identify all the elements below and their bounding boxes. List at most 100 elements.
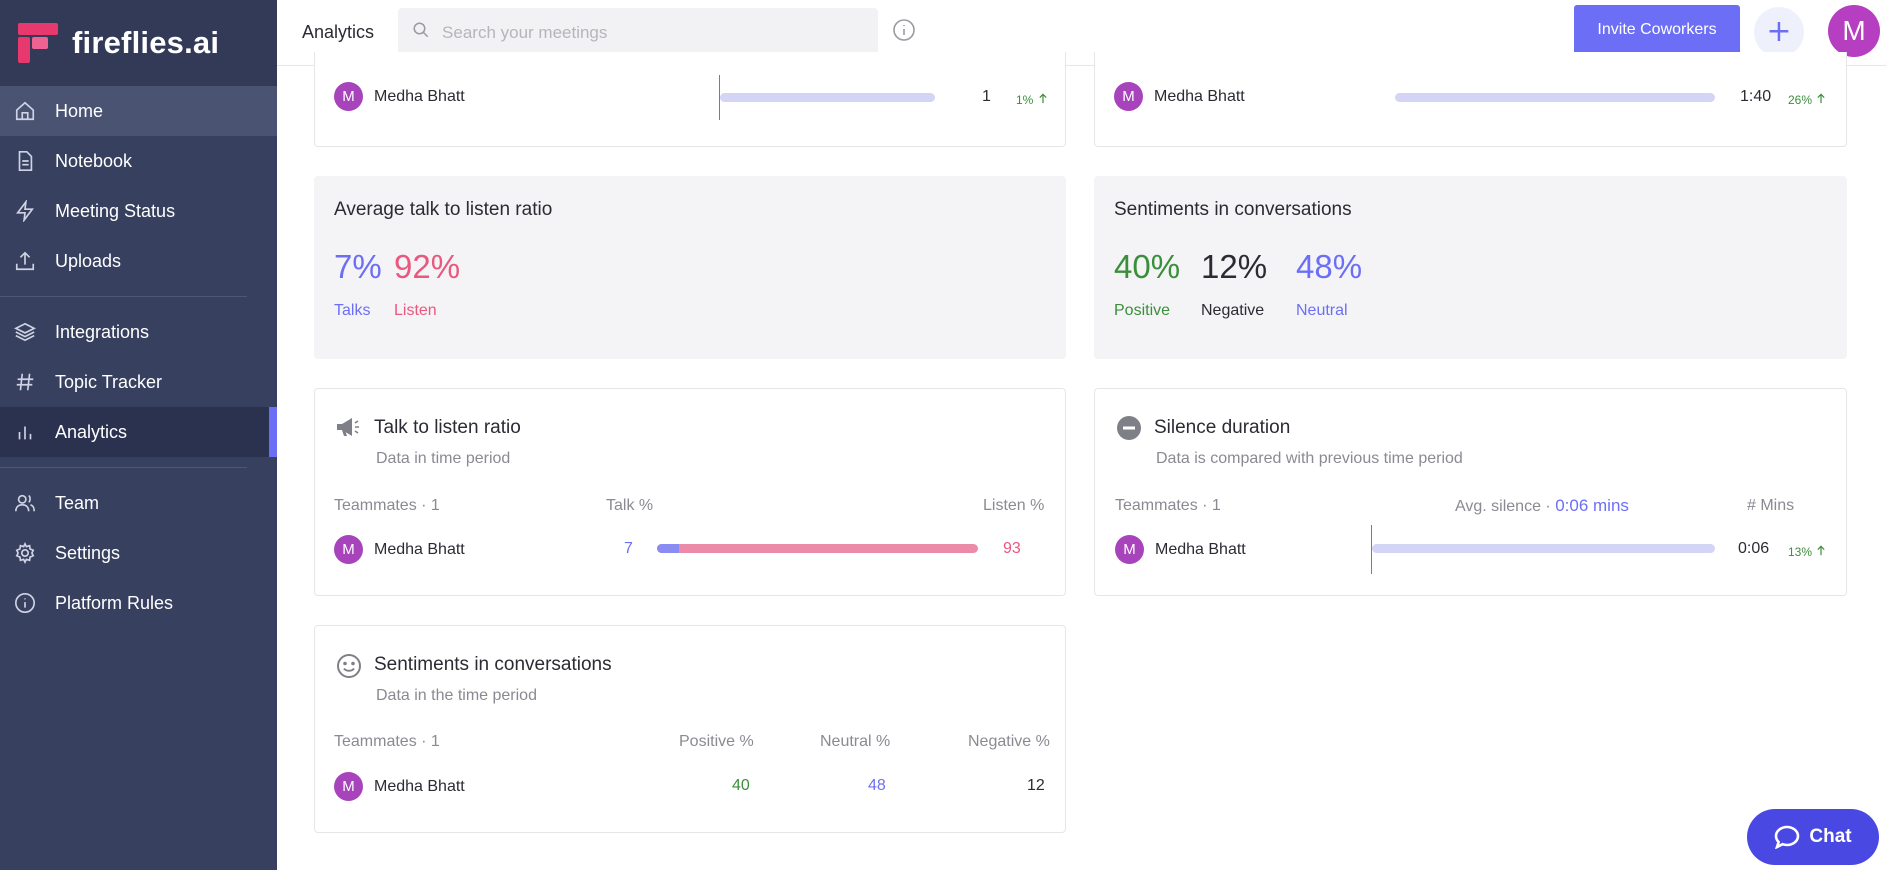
avatar: M xyxy=(334,772,363,801)
baseline-marker xyxy=(719,75,720,120)
smiley-icon xyxy=(336,653,362,684)
card-title: Sentiments in conversations xyxy=(1114,199,1352,220)
avatar: M xyxy=(334,535,363,564)
card-title: Sentiments in conversations xyxy=(374,654,612,675)
gear-icon xyxy=(12,540,38,566)
sidebar-item-uploads[interactable]: Uploads xyxy=(0,236,277,286)
avatar: M xyxy=(1114,82,1143,111)
home-icon xyxy=(12,98,38,124)
sidebar-item-meeting-status[interactable]: Meeting Status xyxy=(0,186,277,236)
fireflies-logo-icon xyxy=(18,23,58,63)
user-avatar[interactable]: M xyxy=(1828,5,1880,57)
positive-label: Positive xyxy=(1114,302,1171,319)
arrow-up-icon xyxy=(1816,91,1826,108)
talk-column-header: Talk % xyxy=(606,497,654,514)
sidebar-item-label: Platform Rules xyxy=(55,592,174,613)
delta-value: 26% xyxy=(1788,93,1813,107)
sidebar-item-notebook[interactable]: Notebook xyxy=(0,136,277,186)
sidebar-item-label: Team xyxy=(55,492,100,513)
listen-value: 93 xyxy=(1003,540,1021,557)
sidebar-item-label: Analytics xyxy=(55,421,128,442)
arrow-up-icon xyxy=(1816,543,1826,560)
users-icon xyxy=(12,490,38,516)
page-title: Analytics xyxy=(302,22,375,42)
avatar: M xyxy=(334,82,363,111)
info-icon[interactable] xyxy=(892,18,916,47)
listen-column-header: Listen % xyxy=(983,497,1045,514)
card-title: Silence duration xyxy=(1154,417,1291,438)
talk-label: Talks xyxy=(334,302,371,319)
sidebar-item-label: Topic Tracker xyxy=(55,371,163,392)
invite-coworkers-button[interactable]: Invite Coworkers xyxy=(1574,5,1740,55)
sidebar-item-analytics[interactable]: Analytics xyxy=(0,407,277,457)
teammates-header: Teammates · 1 xyxy=(334,733,440,750)
neutral-value: 48 xyxy=(868,777,886,794)
teammates-header: Teammates · 1 xyxy=(1115,497,1221,514)
sidebar-item-label: Integrations xyxy=(55,321,150,342)
avg-silence-label: Avg. silence · xyxy=(1455,498,1551,515)
avatar: M xyxy=(1115,535,1144,564)
sidebar-item-integrations[interactable]: Integrations xyxy=(0,307,277,357)
sidebar-item-topic-tracker[interactable]: Topic Tracker xyxy=(0,357,277,407)
value: 1:40 xyxy=(1740,88,1772,105)
card-subtitle: Data in the time period xyxy=(376,687,537,704)
sidebar-item-label: Home xyxy=(55,100,104,121)
table-row: M Medha Bhatt xyxy=(334,535,465,564)
neutral-percent: 48% xyxy=(1296,248,1363,285)
search-icon xyxy=(412,21,430,44)
delta-badge: 26% xyxy=(1788,91,1826,109)
info-icon xyxy=(12,590,38,616)
sidebar-item-label: Settings xyxy=(55,542,121,563)
teammate-name: Medha Bhatt xyxy=(374,777,465,795)
teammate-name: Medha Bhatt xyxy=(374,87,465,105)
neutral-column-header: Neutral % xyxy=(820,733,891,750)
talk-value: 7 xyxy=(624,540,633,557)
negative-percent: 12% xyxy=(1201,248,1268,285)
baseline-marker xyxy=(1371,525,1372,574)
sidebar-item-settings[interactable]: Settings xyxy=(0,528,277,578)
teammate-name: Medha Bhatt xyxy=(1155,540,1246,558)
document-icon xyxy=(12,148,38,174)
delta-badge: 1% xyxy=(1016,91,1048,109)
teammates-header: Teammates · 1 xyxy=(334,497,440,514)
add-button[interactable]: + xyxy=(1754,7,1804,57)
bar-chart-icon xyxy=(12,419,38,445)
upload-icon xyxy=(12,248,38,274)
brand[interactable]: fireflies.ai xyxy=(0,0,277,86)
negative-column-header: Negative % xyxy=(968,733,1050,750)
value: 1 xyxy=(982,88,991,105)
positive-percent: 40% xyxy=(1114,248,1181,285)
positive-value: 40 xyxy=(732,777,750,794)
sidebar-item-home[interactable]: Home xyxy=(0,86,277,136)
teammate-name: Medha Bhatt xyxy=(374,540,465,558)
chat-button[interactable]: Chat xyxy=(1747,809,1879,865)
sidebar-item-platform-rules[interactable]: Platform Rules xyxy=(0,578,277,628)
progress-bar-track xyxy=(1372,544,1715,553)
negative-label: Negative xyxy=(1201,302,1265,319)
search-input[interactable] xyxy=(442,22,843,43)
sidebar-item-label: Uploads xyxy=(55,250,122,271)
progress-bar-track xyxy=(1395,93,1715,102)
top-right-card: M Medha Bhatt 1:40 26% xyxy=(1094,52,1847,147)
sidebar-item-team[interactable]: Team xyxy=(0,478,277,528)
sidebar-divider xyxy=(0,296,247,297)
negative-value: 12 xyxy=(1027,777,1045,794)
sentiments-summary-card: Sentiments in conversations 40% 12% 48% … xyxy=(1094,176,1847,359)
teammate-name: Medha Bhatt xyxy=(1154,87,1245,105)
positive-column-header: Positive % xyxy=(679,733,754,750)
talk-percent: 7% xyxy=(334,248,382,285)
brand-name: fireflies.ai xyxy=(72,25,220,60)
table-row: M Medha Bhatt xyxy=(1115,535,1246,564)
silence-value: 0:06 xyxy=(1738,540,1770,557)
avg-talk-listen-card: Average talk to listen ratio 7% 92% Talk… xyxy=(314,176,1066,359)
sidebar: fireflies.ai Home Notebook Meeting Statu… xyxy=(0,0,277,870)
sidebar-divider xyxy=(0,467,247,468)
sidebar-item-label: Notebook xyxy=(55,150,133,171)
lightning-icon xyxy=(12,198,38,224)
sidebar-item-label: Meeting Status xyxy=(55,200,176,221)
listen-percent: 92% xyxy=(394,248,461,285)
search-box[interactable] xyxy=(398,7,879,58)
hash-icon xyxy=(12,369,38,395)
delta-value: 1% xyxy=(1016,93,1034,107)
avg-silence: Avg. silence · 0:06 mins xyxy=(1455,496,1629,516)
